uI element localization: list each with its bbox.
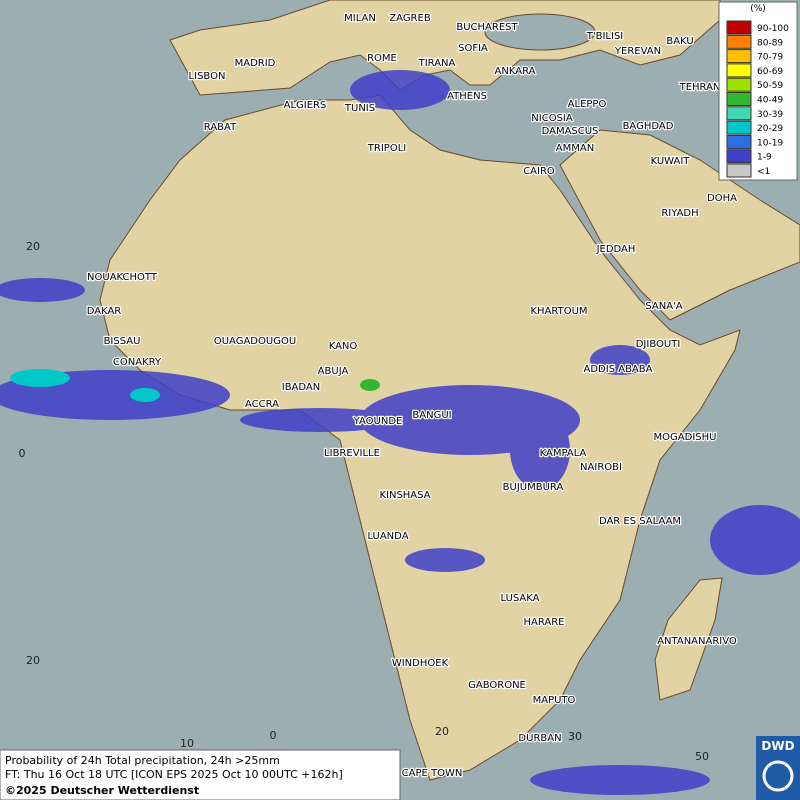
city-label: ATHENS xyxy=(447,91,487,102)
city-label: ZAGREB xyxy=(389,13,431,24)
footer-line: Probability of 24h Total precipitation, … xyxy=(5,754,280,767)
grid-label: 0 xyxy=(270,729,277,742)
city-label: NICOSIA xyxy=(531,113,573,124)
city-label: TIRANA xyxy=(418,58,456,69)
city-label: ADDIS ABABA xyxy=(584,364,653,375)
city-label: WINDHOEK xyxy=(392,658,449,669)
grid-label: 50 xyxy=(695,750,709,763)
legend-swatch xyxy=(726,49,752,64)
city-label: JEDDAH xyxy=(596,244,636,255)
logo-icon xyxy=(762,760,794,792)
city-label: RIYADH xyxy=(661,208,698,219)
legend-label: 80-89 xyxy=(757,38,783,48)
city-label: CONAKRY xyxy=(113,357,162,368)
city-label: TRIPOLI xyxy=(367,143,406,154)
legend-swatch xyxy=(726,77,752,92)
city-label: HARARE xyxy=(523,617,564,628)
city-label: ANTANANARIVO xyxy=(657,636,737,647)
city-label: CAPE TOWN xyxy=(402,768,463,779)
city-label: TUNIS xyxy=(344,103,375,114)
legend-swatch xyxy=(726,149,752,164)
legend-swatch xyxy=(726,134,752,149)
city-label: BAKU xyxy=(666,36,693,47)
city-label: MAPUTO xyxy=(533,695,576,706)
city-label: BAGHDAD xyxy=(623,121,674,132)
precip-high xyxy=(10,369,380,402)
city-label: BANGUI xyxy=(412,410,451,421)
legend-title: (%) xyxy=(750,4,766,14)
city-label: OUAGADOUGOU xyxy=(214,336,296,347)
city-label: MOGADISHU xyxy=(654,432,717,443)
city-label: ABUJA xyxy=(318,366,349,377)
grid-label: 20 xyxy=(26,654,40,667)
city-label: MILAN xyxy=(344,13,376,24)
grid-label: 20 xyxy=(435,725,449,738)
city-label: DAKAR xyxy=(87,306,122,317)
legend-swatch xyxy=(726,92,752,106)
city-label: NOUAKCHOTT xyxy=(87,272,158,283)
city-label: KANO xyxy=(329,341,358,352)
legend-swatch xyxy=(726,163,752,178)
city-label: MADRID xyxy=(235,58,276,69)
legend-label: 10-19 xyxy=(757,138,783,148)
city-label: DJIBOUTI xyxy=(636,339,681,350)
city-label: DOHA xyxy=(707,193,737,204)
city-label: NAIROBI xyxy=(580,462,622,473)
precipitation xyxy=(0,70,800,795)
city-label: SANA'A xyxy=(645,301,682,312)
legend-label: 1-9 xyxy=(757,153,772,163)
legend-label: 70-79 xyxy=(757,53,783,63)
legend-swatch xyxy=(726,106,752,121)
city-label: LUANDA xyxy=(367,531,408,542)
city-label: KHARTOUM xyxy=(530,306,587,317)
legend-swatch xyxy=(726,20,752,35)
legend-label: 60-69 xyxy=(757,67,783,77)
city-label: AMMAN xyxy=(556,143,594,154)
city-label: ROME xyxy=(367,53,397,64)
city-label: LUSAKA xyxy=(501,593,540,604)
city-label: BUJUMBURA xyxy=(503,482,564,493)
city-label: LISBON xyxy=(189,71,226,82)
city-label: DAR ES SALAAM xyxy=(599,516,681,527)
legend-label: <1 xyxy=(757,167,770,177)
grid-label: 10 xyxy=(180,737,194,750)
city-label: T'BILISI xyxy=(586,31,623,42)
legend-swatch xyxy=(726,34,752,49)
city-label: KUWAIT xyxy=(651,156,691,167)
city-label: IBADAN xyxy=(282,382,321,393)
footer-line: ©2025 Deutscher Wetterdienst xyxy=(5,784,199,797)
legend-swatch xyxy=(726,63,752,78)
logo: DWD xyxy=(761,739,794,753)
city-label: YAOUNDE xyxy=(353,416,403,427)
legend-swatch xyxy=(726,120,752,135)
city-label: KINSHASA xyxy=(379,490,430,501)
city-label: ALGIERS xyxy=(284,100,327,111)
city-label: CAIRO xyxy=(523,166,555,177)
legend-label: 90-100 xyxy=(757,24,789,34)
grid-label: 0 xyxy=(19,447,26,460)
city-label: ANKARA xyxy=(495,66,536,77)
city-label: SOFIA xyxy=(458,43,488,54)
city-label: ALEPPO xyxy=(568,99,607,110)
grid-label: 20 xyxy=(26,240,40,253)
legend-label: 20-29 xyxy=(757,124,783,134)
legend-label: 40-49 xyxy=(757,96,783,106)
city-label: KAMPALA xyxy=(540,448,587,459)
city-label: BUCHAREST xyxy=(456,22,518,33)
grid-label: 30 xyxy=(568,730,582,743)
city-label: TEHRAN xyxy=(679,82,721,93)
city-label: BISSAU xyxy=(104,336,141,347)
legend-label: 30-39 xyxy=(757,110,783,120)
city-label: GABORONE xyxy=(468,680,526,691)
city-label: RABAT xyxy=(204,122,237,133)
footer-line: FT: Thu 16 Oct 18 UTC [ICON EPS 2025 Oct… xyxy=(5,768,343,781)
city-label: YEREVAN xyxy=(614,46,661,57)
city-label: LIBREVILLE xyxy=(324,448,380,459)
legend-label: 50-59 xyxy=(757,81,783,91)
city-label: DAMASCUS xyxy=(542,126,599,137)
city-label: DURBAN xyxy=(518,733,561,744)
footer-box xyxy=(0,749,401,800)
city-label: ACCRA xyxy=(245,399,279,410)
